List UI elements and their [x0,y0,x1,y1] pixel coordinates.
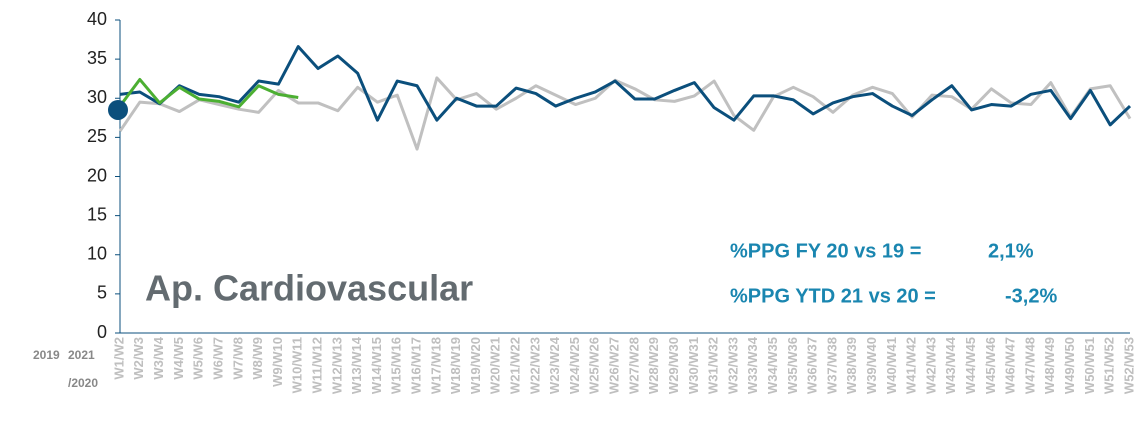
x-tick-label: W24/W25 [567,337,582,394]
x-tick-label: W35/W36 [785,337,800,394]
legend-entry: 2019 [33,348,60,362]
y-tick-label: 0 [97,322,107,342]
x-tick-label: W16/W17 [408,337,423,394]
x-tick-label: W8/W9 [250,337,265,380]
x-tick-label: W2/W3 [131,337,146,380]
x-tick-label: W29/W30 [666,337,681,394]
annotation: %PPG FY 20 vs 19 = [730,240,921,262]
x-tick-label: W47/W48 [1022,337,1037,394]
x-tick-label: W19/W20 [468,337,483,394]
y-tick-label: 40 [87,9,107,29]
x-tick-label: W34/W35 [765,337,780,394]
x-tick-label: W28/W29 [646,337,661,394]
x-tick-label: W22/W23 [527,337,542,394]
x-tick-label: W15/W16 [389,337,404,394]
x-tick-label: W20/W21 [488,337,503,394]
x-tick-label: W45/W46 [983,337,998,394]
x-tick-label: W17/W18 [428,337,443,394]
x-tick-label: W37/W38 [824,337,839,394]
y-tick-label: 30 [87,87,107,107]
x-tick-label: W40/W41 [884,337,899,394]
x-tick-label: W39/W40 [864,337,879,394]
annotation: %PPG YTD 21 vs 20 = [730,285,936,307]
x-tick-label: W52/W53 [1121,337,1136,394]
series-line [118,77,299,109]
x-tick-label: W51/W52 [1102,337,1117,394]
x-tick-label: W48/W49 [1042,337,1057,394]
x-tick-label: W5/W6 [191,337,206,380]
x-tick-label: W36/W37 [805,337,820,394]
y-tick-label: 25 [87,126,107,146]
x-tick-label: W33/W34 [745,336,760,394]
x-tick-label: W23/W24 [547,336,562,394]
x-tick-label: W7/W8 [230,337,245,380]
x-tick-label: W26/W27 [607,337,622,394]
start-marker [108,99,128,120]
x-tick-label: W25/W26 [587,337,602,394]
annotation-value: -3,2% [1005,285,1057,307]
x-tick-label: W13/W14 [349,336,364,394]
x-tick-label: W9/W10 [270,337,285,387]
y-tick-label: 20 [87,165,107,185]
x-tick-label: W11/W12 [309,337,324,393]
x-tick-label: W14/W15 [369,337,384,394]
x-tick-label: W21/W22 [508,337,523,394]
x-tick-label: W44/W45 [963,337,978,394]
legend-entry: 2021 [68,348,95,362]
x-tick-label: W38/W39 [844,337,859,394]
x-tick-label: W43/W44 [943,336,958,394]
x-tick-label: W18/W19 [448,337,463,394]
series-line [119,45,1132,127]
x-tick-label: W1/W2 [111,337,126,380]
x-tick-label: W32/W33 [725,337,740,394]
x-tick-label: W12/W13 [329,337,344,394]
x-tick-label: W6/W7 [210,337,225,380]
chart-label: Ap. Cardiovascular [145,268,473,309]
y-tick-label: 15 [87,204,107,224]
x-tick-label: W3/W4 [151,336,166,379]
x-tick-label: W46/W47 [1003,337,1018,394]
annotation-value: 2,1% [988,240,1034,262]
legend-entry: /2020 [68,376,98,390]
x-tick-label: W30/W31 [686,337,701,394]
x-tick-label: W27/W28 [626,337,641,394]
x-tick-label: W50/W51 [1082,337,1097,394]
x-tick-label: W42/W43 [923,337,938,394]
x-tick-label: W4/W5 [171,337,186,380]
x-tick-label: W31/W32 [706,337,721,394]
x-tick-label: W49/W50 [1062,337,1077,394]
y-tick-label: 10 [87,244,107,264]
x-tick-label: W41/W42 [904,337,919,394]
y-tick-label: 35 [87,48,107,68]
y-tick-label: 5 [97,283,107,303]
x-tick-label: W10/W11 [290,337,305,393]
